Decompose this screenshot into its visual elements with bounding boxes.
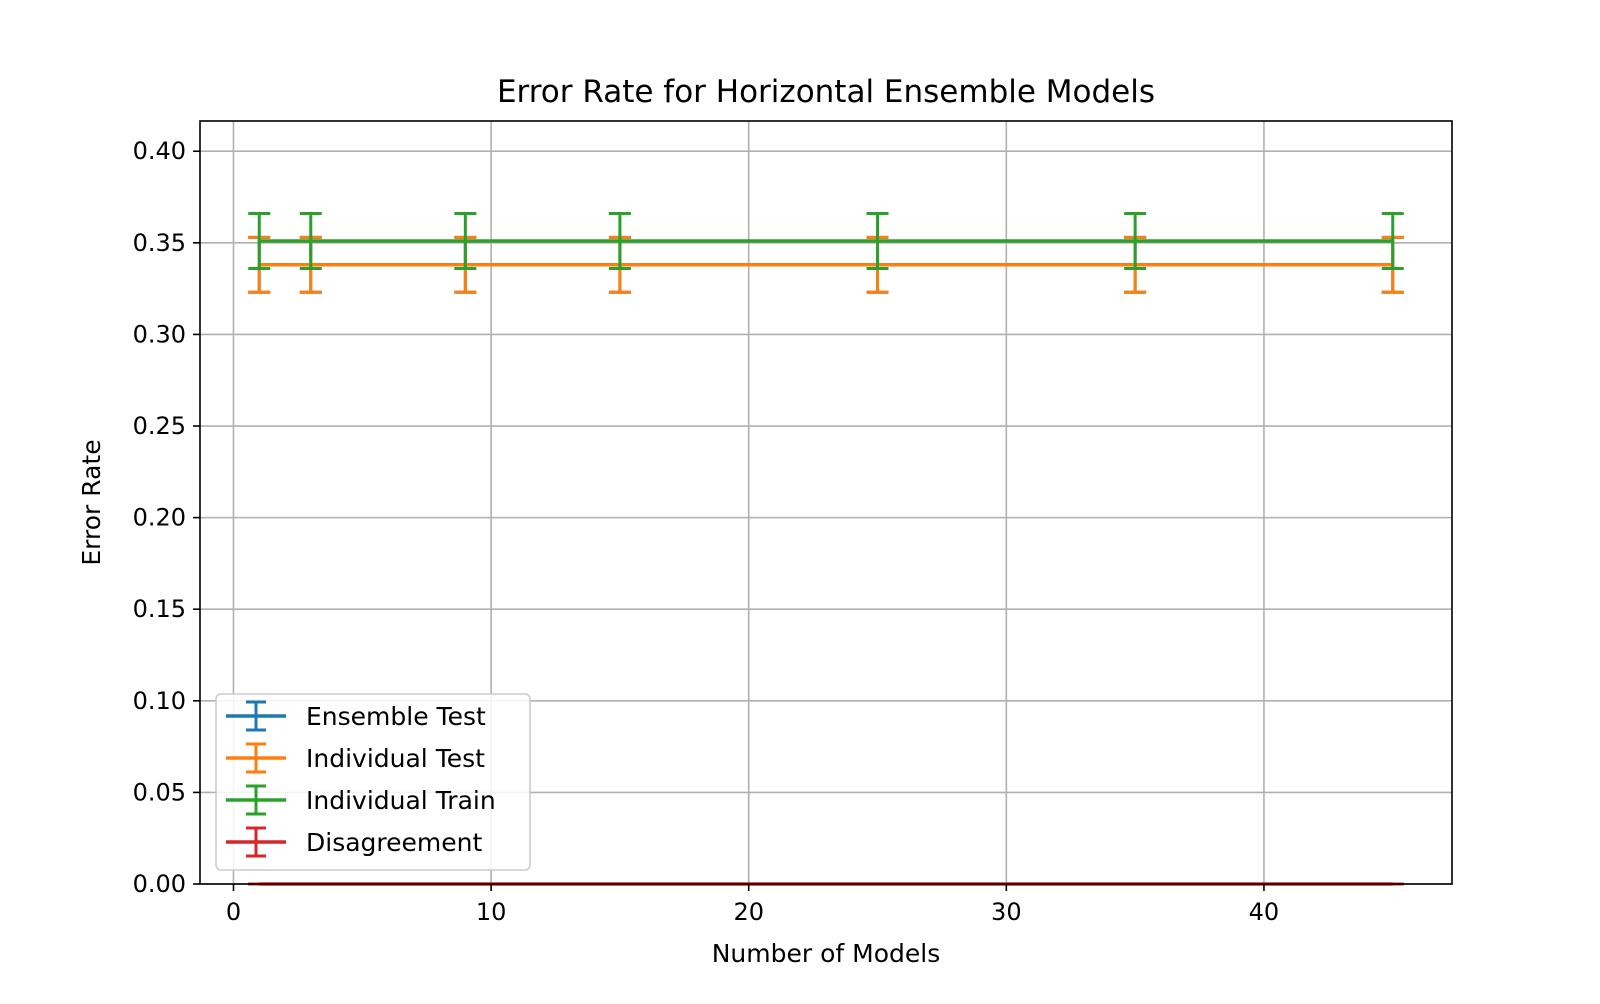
legend-item: Individual Test xyxy=(226,742,485,774)
y-axis-ticks: 0.00 0.05 0.10 0.15 0.20 0.25 0.30 0.35 0.40 xyxy=(133,137,200,898)
legend-item: Disagreement xyxy=(226,826,482,858)
legend-label: Individual Test xyxy=(306,744,485,773)
plot-frame xyxy=(199,120,1453,885)
legend-item: Individual Train xyxy=(226,784,496,816)
x-axis-label: Number of Models xyxy=(712,939,941,968)
x-tick-label: 10 xyxy=(476,898,507,926)
x-tick-label: 20 xyxy=(733,898,764,926)
y-tick-label: 0.25 xyxy=(133,412,186,440)
legend-box xyxy=(215,693,531,871)
y-tick-label: 0.00 xyxy=(133,870,186,898)
legend-label: Ensemble Test xyxy=(306,702,486,731)
series-individual-train xyxy=(248,212,1404,270)
legend-item: Ensemble Test xyxy=(226,700,486,732)
y-axis-label: Error Rate xyxy=(77,439,106,565)
chart-title: Error Rate for Horizontal Ensemble Model… xyxy=(497,74,1155,110)
series-individual-test xyxy=(248,235,1404,294)
x-axis-ticks: 0 10 20 30 40 xyxy=(226,884,1279,926)
y-tick-label: 0.05 xyxy=(133,778,186,806)
y-tick-label: 0.10 xyxy=(133,687,186,715)
x-tick-label: 30 xyxy=(991,898,1022,926)
legend-label: Disagreement xyxy=(306,828,482,857)
y-tick-label: 0.40 xyxy=(133,137,186,165)
y-tick-label: 0.30 xyxy=(133,320,186,348)
x-tick-label: 0 xyxy=(226,898,241,926)
legend: Ensemble Test Individual Test Individual T… xyxy=(215,693,531,871)
y-tick-label: 0.15 xyxy=(133,595,186,623)
legend-label: Individual Train xyxy=(306,786,496,815)
x-tick-label: 40 xyxy=(1249,898,1280,926)
y-tick-label: 0.35 xyxy=(133,229,186,257)
y-tick-label: 0.20 xyxy=(133,504,186,532)
